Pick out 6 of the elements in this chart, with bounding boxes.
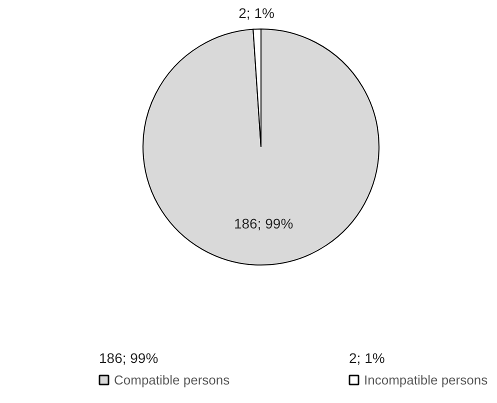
legend-label: Compatible persons bbox=[114, 372, 230, 388]
data-label: 186; 99% bbox=[234, 216, 294, 232]
text: 2; 1% bbox=[349, 350, 385, 366]
data-label: 2; 1% bbox=[238, 5, 274, 22]
text: 186; 99% bbox=[99, 350, 158, 366]
legend-label: Incompatible persons bbox=[364, 372, 488, 388]
